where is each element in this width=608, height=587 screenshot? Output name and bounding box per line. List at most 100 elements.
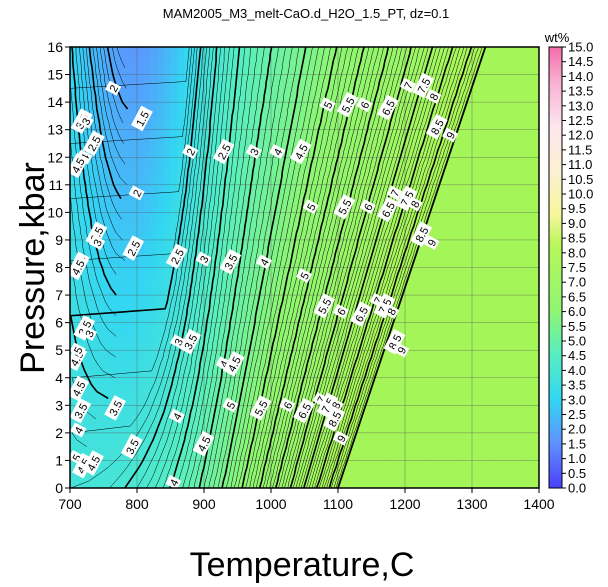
- heatmap-cell: [472, 405, 480, 413]
- heatmap-cell: [244, 315, 252, 324]
- heatmap-cell: [478, 219, 486, 227]
- heatmap-cell: [157, 198, 165, 207]
- heatmap-cell: [244, 177, 252, 186]
- heatmap-cell: [204, 88, 212, 96]
- contour-label-text: 3: [173, 337, 186, 348]
- heatmap-cell: [317, 446, 326, 455]
- heatmap-cell: [492, 419, 500, 427]
- heatmap-cell: [425, 343, 433, 351]
- heatmap-cell: [445, 267, 453, 275]
- contour-label: 4: [168, 408, 185, 424]
- heatmap-cell: [210, 253, 218, 262]
- heatmap-cell: [525, 67, 533, 76]
- heatmap-cell: [512, 425, 520, 434]
- heatmap-cell: [157, 384, 165, 393]
- heatmap-cell: [518, 95, 527, 103]
- heatmap-cell: [525, 150, 533, 158]
- heatmap-cell: [331, 109, 339, 117]
- heatmap-cell: [250, 350, 259, 358]
- heatmap-cell: [498, 467, 507, 475]
- heatmap-cell: [304, 191, 312, 200]
- heatmap-cell: [90, 253, 98, 262]
- heatmap-cell: [525, 329, 533, 338]
- heatmap-cell: [438, 398, 446, 406]
- heatmap-cell: [498, 329, 507, 338]
- contour-line: [109, 47, 214, 488]
- heatmap-cell: [250, 384, 259, 393]
- heatmap-cell: [170, 109, 178, 117]
- heatmap-cell: [157, 253, 165, 262]
- heatmap-cell: [237, 184, 245, 193]
- heatmap-cell: [224, 384, 232, 393]
- heatmap-cell: [505, 198, 513, 207]
- heatmap-cell: [96, 295, 105, 303]
- heatmap-cell: [204, 81, 212, 89]
- heatmap-cell: [170, 184, 178, 193]
- heatmap-cell: [364, 115, 373, 124]
- heatmap-cell: [485, 212, 493, 220]
- heatmap-cell: [438, 336, 446, 344]
- heatmap-cell: [277, 47, 285, 55]
- heatmap-cell: [130, 474, 138, 482]
- heatmap-cell: [177, 432, 185, 441]
- heatmap-cell: [163, 157, 172, 165]
- contour-label-bg: [82, 130, 105, 156]
- heatmap-cell: [478, 453, 486, 462]
- heatmap-cell: [116, 322, 125, 331]
- heatmap-cell: [425, 467, 433, 475]
- heatmap-cell: [525, 350, 533, 358]
- heatmap-cell: [364, 281, 373, 289]
- heatmap-cell: [264, 253, 272, 262]
- heatmap-cell: [244, 336, 252, 344]
- heatmap-cell: [384, 419, 393, 427]
- heatmap-cell: [150, 67, 158, 76]
- heatmap-cell: [137, 226, 145, 234]
- heatmap-cell: [250, 219, 259, 227]
- heatmap-cell: [157, 260, 165, 269]
- heatmap-cell: [445, 88, 453, 96]
- heatmap-cell: [284, 384, 292, 393]
- heatmap-cell: [284, 60, 292, 69]
- heatmap-cell: [96, 343, 105, 351]
- heatmap-cell: [183, 315, 192, 324]
- heatmap-cell: [244, 267, 252, 275]
- heatmap-cell: [472, 274, 480, 282]
- heatmap-cell: [103, 60, 111, 69]
- heatmap-cell: [472, 301, 480, 310]
- heatmap-cell: [143, 177, 151, 186]
- heatmap-cell: [371, 109, 379, 117]
- heatmap-cell: [324, 115, 332, 124]
- heatmap-cell: [431, 67, 440, 76]
- heatmap-cell: [324, 129, 332, 138]
- heatmap-cell: [331, 233, 339, 241]
- contour-label-bg: [82, 450, 104, 476]
- heatmap-cell: [465, 281, 473, 289]
- heatmap-cell: [257, 432, 265, 441]
- heatmap-cell: [137, 343, 145, 351]
- heatmap-cell: [492, 384, 500, 393]
- heatmap-cell: [465, 129, 473, 138]
- heatmap-cell: [425, 419, 433, 427]
- heatmap-cell: [103, 336, 111, 344]
- heatmap-cell: [378, 253, 386, 262]
- heatmap-cell: [123, 95, 131, 103]
- heatmap-cell: [183, 288, 192, 296]
- heatmap-cell: [331, 191, 339, 200]
- heatmap-cell: [411, 47, 419, 55]
- heatmap-cell: [418, 350, 426, 358]
- heatmap-cell: [351, 474, 359, 482]
- heatmap-cell: [505, 329, 513, 338]
- heatmap-cell: [83, 288, 91, 296]
- heatmap-cell: [351, 67, 359, 76]
- heatmap-cell: [137, 198, 145, 207]
- heatmap-cell: [378, 357, 386, 365]
- heatmap-cell: [438, 184, 446, 193]
- heatmap-cell: [116, 212, 125, 220]
- heatmap-cell: [512, 412, 520, 420]
- heatmap-cell: [331, 177, 339, 186]
- heatmap-cell: [384, 81, 393, 89]
- colorbar: wt% 0.00.51.01.52.02.53.03.54.04.55.05.5…: [544, 30, 594, 496]
- heatmap-cell: [103, 115, 111, 124]
- heatmap-cell: [431, 336, 440, 344]
- heatmap-cell: [518, 336, 527, 344]
